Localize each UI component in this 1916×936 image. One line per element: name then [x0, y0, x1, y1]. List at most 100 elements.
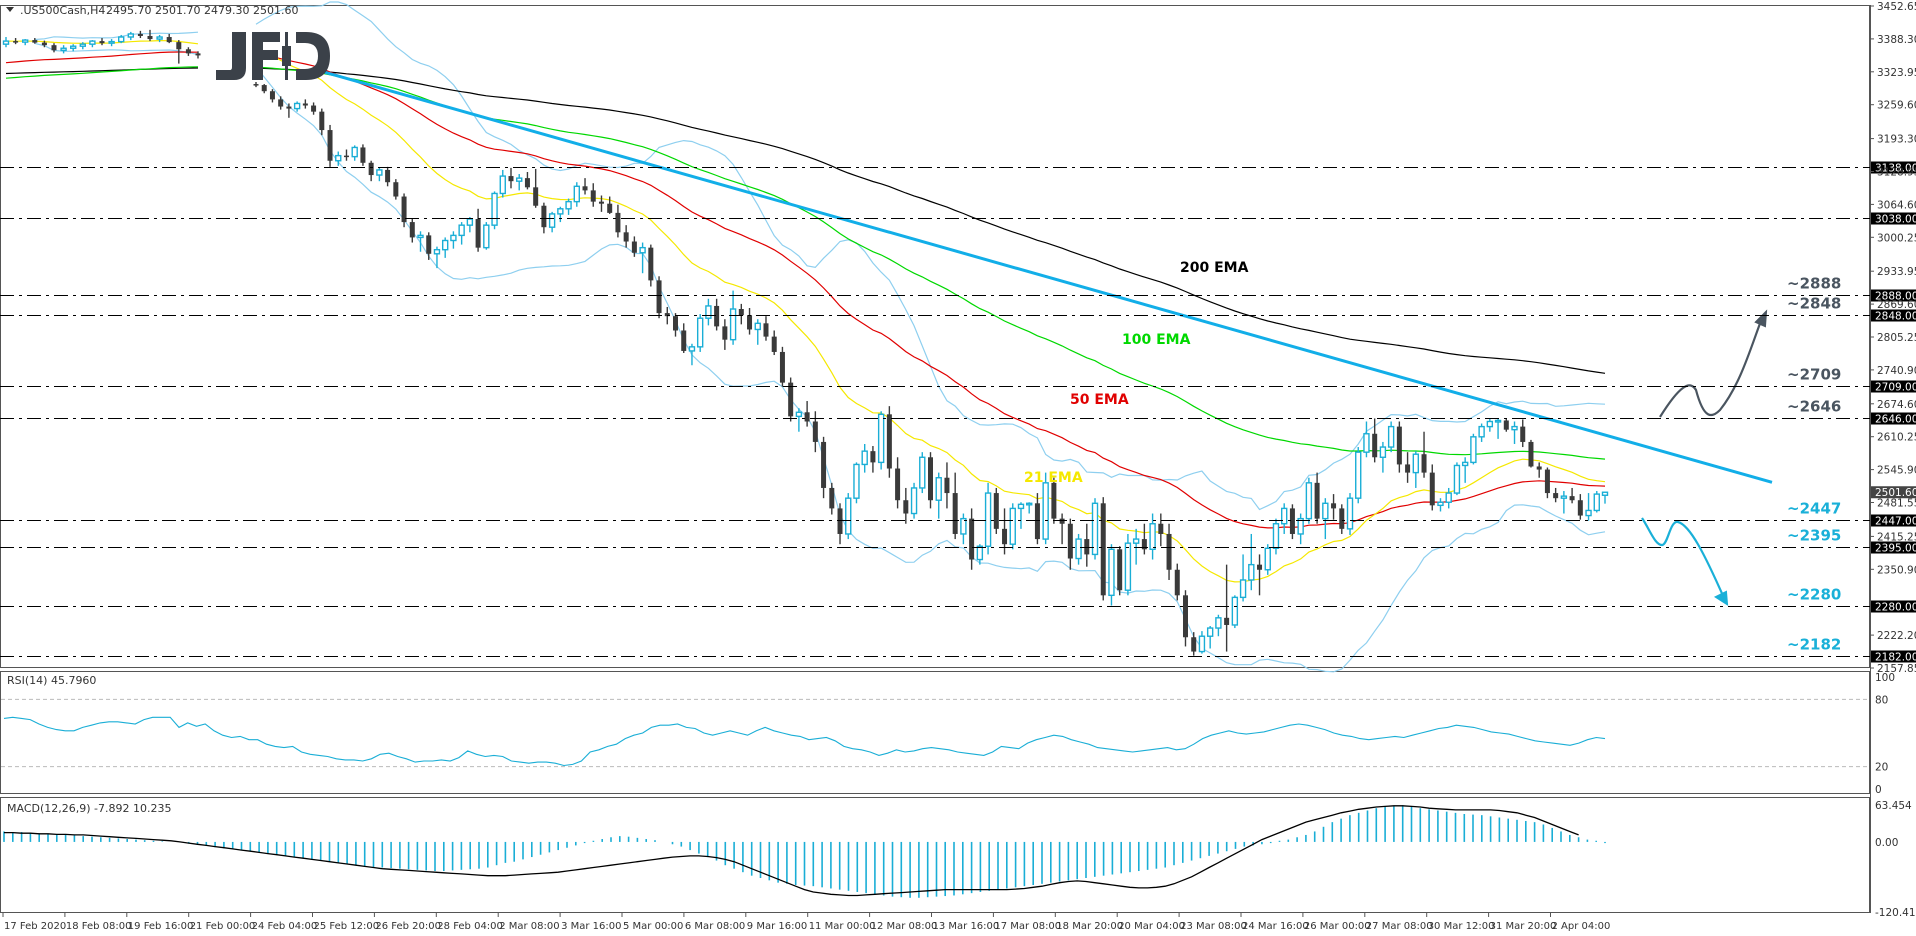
candle	[960, 513, 967, 545]
candle	[327, 124, 333, 167]
time-tick: 3 Mar 16:00	[561, 921, 621, 932]
candle	[837, 503, 843, 545]
candle	[877, 411, 885, 470]
candle	[886, 406, 892, 478]
candle	[360, 144, 366, 166]
candle	[253, 82, 259, 88]
indicator-line	[255, 52, 1606, 529]
current-price-text: 2501.60	[1875, 487, 1916, 499]
candle	[269, 89, 275, 103]
candle	[598, 195, 604, 212]
candle	[1289, 504, 1295, 540]
candle	[590, 183, 596, 207]
candle	[1132, 528, 1140, 565]
candle	[788, 377, 794, 422]
indicator-line	[255, 66, 1606, 673]
candle	[861, 443, 868, 473]
price-tick: 3064.60	[1877, 199, 1916, 211]
candle	[483, 222, 490, 250]
candle	[1084, 523, 1090, 567]
candle	[648, 244, 654, 287]
candle	[1100, 497, 1106, 601]
candle	[729, 290, 737, 345]
level-price-tag	[1871, 161, 1916, 174]
price-axis[interactable]: 3452.65 3388.30 3323.95 3259.60 3193.30 3128.…	[1870, 1, 1916, 919]
candle	[156, 34, 163, 43]
candle	[1239, 554, 1247, 602]
candle	[1231, 595, 1239, 629]
candle	[417, 231, 424, 252]
level-label: ~2280	[1787, 586, 1841, 604]
price-tick: 2740.90	[1877, 365, 1916, 377]
candle	[829, 482, 835, 515]
candle	[1198, 631, 1206, 654]
jfd-logo	[216, 32, 330, 80]
candle	[919, 452, 926, 494]
time-tick: 19 Feb 16:00	[128, 921, 194, 932]
candle	[1124, 533, 1132, 596]
ema-label: 200 EMA	[1180, 260, 1249, 276]
candle	[261, 84, 267, 94]
candle	[1396, 421, 1402, 473]
candle	[1059, 513, 1065, 545]
candle	[984, 482, 992, 555]
time-tick: 26 Feb 20:00	[375, 921, 441, 932]
level-label: ~2182	[1787, 636, 1841, 654]
candle	[1585, 493, 1592, 521]
candle	[1272, 518, 1280, 555]
price-tick: 2805.25	[1877, 332, 1916, 344]
candle	[1520, 419, 1526, 448]
candle	[747, 307, 753, 335]
time-tick: 25 Feb 12:00	[314, 921, 380, 932]
candle	[1314, 472, 1320, 524]
price-tick: 2481.55	[1877, 498, 1916, 510]
price-tick: 2674.60	[1877, 399, 1916, 411]
candle	[166, 33, 172, 44]
candle	[1569, 487, 1575, 504]
candle	[1297, 513, 1304, 545]
rsi-label: RSI(14) 45.7960	[7, 674, 96, 687]
candle	[631, 236, 637, 257]
candle	[1346, 493, 1354, 535]
candle	[1141, 523, 1147, 555]
candle	[1215, 614, 1222, 637]
candle	[1544, 467, 1550, 499]
time-tick: 18 Feb 08:00	[66, 921, 132, 932]
candle	[895, 457, 901, 509]
candle	[771, 330, 777, 356]
candle	[1453, 462, 1461, 496]
candle	[1379, 441, 1387, 473]
candle	[615, 204, 621, 238]
candle	[993, 487, 999, 534]
time-tick: 6 Mar 08:00	[685, 921, 745, 932]
price-tick: 3452.65	[1877, 1, 1916, 13]
candle	[1257, 554, 1263, 596]
candle	[845, 493, 852, 540]
candle	[185, 47, 191, 56]
current-price-tag	[1871, 486, 1916, 499]
candle	[441, 237, 449, 258]
candle	[99, 38, 105, 46]
time-tick: 24 Feb 04:00	[252, 921, 318, 932]
candle	[368, 160, 374, 182]
candle	[582, 178, 588, 195]
level-price-text: 2709.00	[1875, 382, 1916, 394]
level-price-text: 2395.00	[1875, 543, 1916, 555]
rsi-tick: 80	[1875, 694, 1888, 706]
level-price-text: 2447.00	[1875, 516, 1916, 528]
rsi-tick: 20	[1875, 762, 1888, 774]
collapse-triangle-icon[interactable]	[6, 7, 14, 12]
time-tick: 12 Mar 08:00	[871, 921, 938, 932]
macd-tick: 0.00	[1875, 837, 1898, 849]
candle	[763, 316, 769, 341]
level-price-text: 3038.00	[1875, 214, 1916, 226]
time-tick: 31 Mar 20:00	[1490, 921, 1557, 932]
candle	[433, 246, 441, 269]
level-label: ~2395	[1787, 527, 1841, 545]
candle	[1322, 498, 1329, 540]
price-tick: 2415.25	[1877, 531, 1916, 543]
candle	[409, 219, 415, 243]
macd-tick: -120.411	[1875, 907, 1916, 919]
